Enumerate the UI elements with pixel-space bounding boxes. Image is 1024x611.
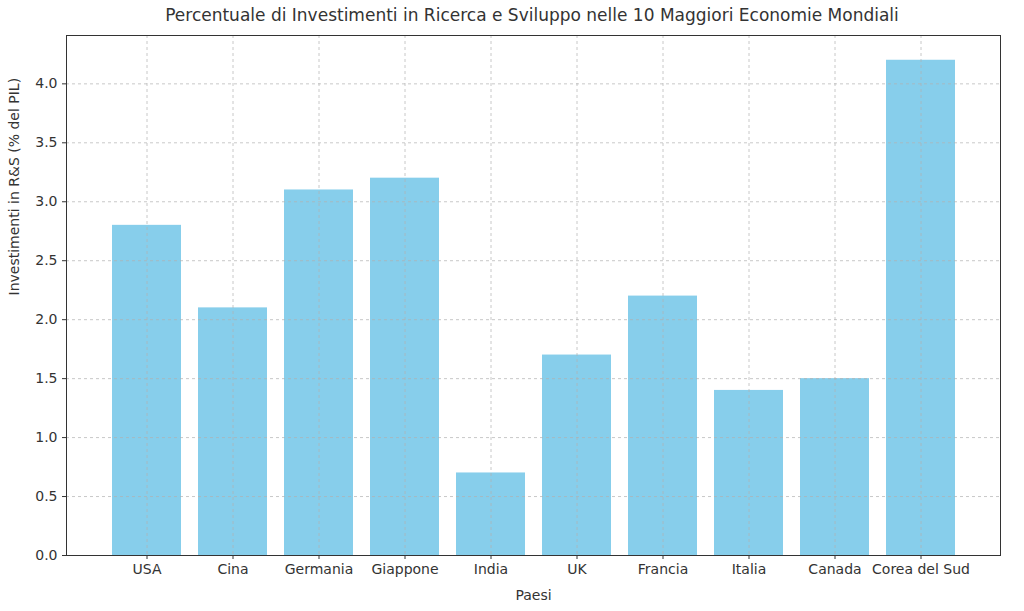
- svg-text:Corea del Sud: Corea del Sud: [872, 561, 970, 577]
- svg-text:USA: USA: [133, 561, 162, 577]
- svg-text:0.5: 0.5: [35, 488, 57, 504]
- svg-text:3.0: 3.0: [35, 193, 57, 209]
- svg-text:Cina: Cina: [217, 561, 248, 577]
- svg-text:Francia: Francia: [638, 561, 688, 577]
- svg-text:Germania: Germania: [285, 561, 354, 577]
- svg-text:0.0: 0.0: [35, 547, 57, 563]
- svg-text:Italia: Italia: [732, 561, 767, 577]
- svg-text:Paesi: Paesi: [515, 587, 551, 603]
- svg-text:Giappone: Giappone: [371, 561, 438, 577]
- html-text:Percentuale di Investimenti in: Percentuale di Investimenti in Ricerca e…: [165, 5, 899, 25]
- svg-text:1.5: 1.5: [35, 370, 57, 386]
- svg-text:2.5: 2.5: [35, 252, 57, 268]
- svg-text:2.0: 2.0: [35, 311, 57, 327]
- svg-text:1.0: 1.0: [35, 429, 57, 445]
- svg-text:Canada: Canada: [808, 561, 861, 577]
- svg-text:4.0: 4.0: [35, 75, 57, 91]
- svg-text:UK: UK: [567, 561, 587, 577]
- svg-text:3.5: 3.5: [35, 134, 57, 150]
- svg-text:Investimenti in R&S (% del PIL: Investimenti in R&S (% del PIL): [6, 78, 22, 296]
- svg-text:India: India: [474, 561, 508, 577]
